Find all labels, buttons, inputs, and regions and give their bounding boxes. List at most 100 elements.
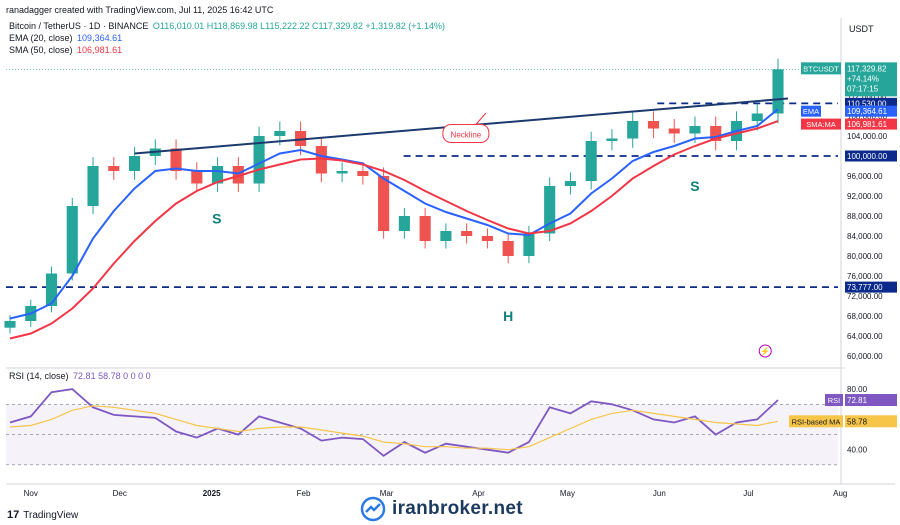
head-label: H [503,308,513,324]
time-tick-label: Apr [472,489,485,498]
rsi-legend-label: RSI (14, close) [9,371,69,381]
price-tick-label: 104,000.00 [847,132,888,141]
sma-line [9,120,779,340]
price-badge-countdown: 07:17:15 [847,84,879,93]
candle-body [668,128,680,134]
price-tick-label: 60,000.00 [847,352,883,361]
symbol-tag: BTCUSDT [803,64,839,73]
candle-body [564,181,576,186]
broker-watermark: iranbroker.net [360,496,523,522]
moving-average-lines-group [9,108,779,457]
tradingview-wordmark: TradingView [23,509,79,521]
price-tick-label: 76,000.00 [847,272,883,281]
price-tick-label: 80,000.00 [847,252,883,261]
left-shoulder-label: S [212,211,221,227]
sma-badge-tag-bg [801,118,841,130]
rsi-ma-value: 58.78 [847,417,868,426]
candle-body [253,136,265,184]
candle-body [627,121,639,139]
rsi-line [9,388,779,457]
price-tick-label: 84,000.00 [847,232,883,241]
candle-body [461,231,473,236]
ema-legend-value: 109,364.61 [77,33,123,43]
time-tick-label: May [560,489,575,498]
candle-body [45,273,58,306]
candle-body [295,131,307,146]
candle-body [191,171,203,184]
candle-body [606,138,618,141]
rsi-tick-label: 40.00 [847,446,868,455]
rsi-ma-value-bg [845,415,897,428]
candle-body [274,131,286,136]
candle-body [378,176,390,231]
candle-body [232,166,244,184]
rsi-ma-line [9,405,779,451]
candle-body [647,121,660,129]
candle-body [357,171,369,176]
price-badge-change: +74.14% [847,74,879,83]
rsi-legend[interactable]: RSI (14, close) 72.81 58.78 0 0 0 0 [9,371,151,381]
price-tick-label: 96,000.00 [847,172,883,181]
price-badge-bg [845,62,897,97]
symbol-tag-bg [801,62,841,75]
candle-body [87,166,99,206]
tradingview-footer[interactable]: 17 TradingView [7,509,78,521]
ema-badge-value: 109,364.61 [847,107,888,116]
candle-body [212,166,224,184]
price-tick-label: 72,000.00 [847,292,883,301]
symbol-legend[interactable]: Bitcoin / TetherUS · 1D · BINANCE O116,0… [9,21,445,31]
candle-body [108,166,120,171]
time-tick-label: Mar [380,489,394,498]
rsi-tick-label: 80.00 [847,385,868,394]
neckline-pointer [475,112,487,125]
candle-body [772,69,784,114]
candle-body [544,186,556,234]
ema-line [9,108,779,320]
ema-badge-value-bg [845,105,897,117]
sma-legend-value: 106,981.61 [77,45,123,55]
candle-body [523,233,535,256]
price-badge-value: 117,329.82 [847,64,887,73]
broker-logo-icon [360,496,386,522]
sma-badge-tag: SMA:MA [806,120,836,129]
price-tick-label: 92,000.00 [847,192,883,201]
rsi-ma-tag-bg [789,415,843,428]
broker-name: iranbroker.net [392,498,523,519]
candle-body [398,216,410,231]
level-110-value: 110,530.00 [847,99,887,108]
candle-body [4,321,16,328]
candle-body [336,171,348,174]
time-tick-label: 2025 [203,489,221,498]
rsi-band-group [6,367,845,466]
sma-legend-label: SMA (50, close) [9,45,73,55]
sma-badge-value-bg [845,118,897,130]
ema-legend[interactable]: EMA (20, close) 109,364.61 [9,33,122,43]
rsi-legend-values: 72.81 58.78 0 0 0 0 [73,371,151,381]
price-tick-label: 64,000.00 [847,332,883,341]
rsi-tag-bg [825,394,843,407]
neckline-callout-box [442,124,490,143]
horizontal-levels-group [6,102,838,289]
candles-group [4,58,784,334]
level-73-value: 73,777.00 [847,283,883,292]
candle-body [315,146,327,174]
sma-legend[interactable]: SMA (50, close) 106,981.61 [9,45,122,55]
level-73-value-bg [845,281,897,293]
right-shoulder-label: S [690,178,699,194]
symbol-line: Bitcoin / TetherUS · 1D · BINANCE [9,21,149,31]
candle-body [481,236,493,241]
candle-body [689,126,701,134]
price-tick-label: 112,000.00 [847,92,887,101]
candle-body [751,113,763,121]
ema-badge-tag: EMA [803,107,819,116]
candle-body [66,206,78,274]
level-110-value-bg [845,97,897,109]
time-tick-label: Jun [653,489,666,498]
rsi-ma-tag: RSI-based MA [792,417,841,426]
tradingview-logo-icon: 17 [7,509,20,521]
lightning-glyph: ⚡ [760,346,770,356]
level-100-value: 100,000.00 [847,152,888,161]
sma-badge-value: 106,981.61 [847,120,888,129]
